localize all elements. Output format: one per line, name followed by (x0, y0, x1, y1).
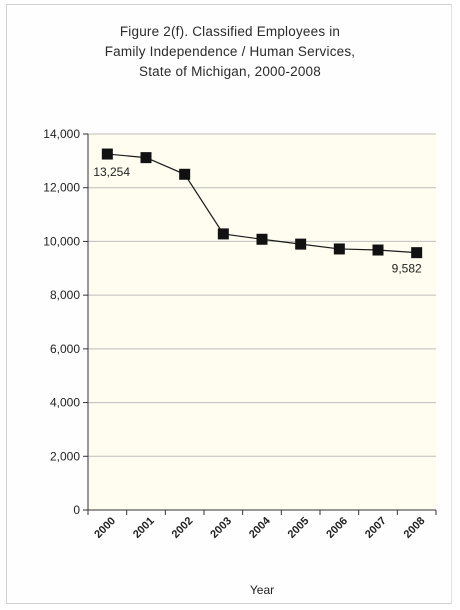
x-tick-label: 2003 (208, 515, 234, 541)
gridlines (87, 133, 436, 511)
y-tick-label: 4,000 (50, 396, 80, 410)
x-axis-ticks: 2000 2001 2002 2003 2004 2005 2006 2007 2008 (87, 510, 437, 541)
x-tick-label: 2001 (131, 515, 157, 541)
y-tick-label: 2,000 (50, 449, 80, 463)
x-tick-label: 2004 (247, 514, 273, 540)
y-axis-ticks: 0 2,000 4,000 6,000 8,000 10,000 12,000 14,000 (43, 127, 88, 517)
y-tick-label: 0 (73, 503, 80, 517)
y-tick-label: 12,000 (43, 181, 80, 195)
data-labels: 13,254 9,582 (93, 165, 422, 276)
y-tick-label: 8,000 (50, 288, 80, 302)
x-tick-label: 2008 (402, 515, 428, 541)
data-point-marker (256, 233, 268, 245)
data-point-marker (295, 238, 307, 250)
chart-title: Figure 2(f). Classified Employees in Fam… (0, 22, 460, 82)
data-label: 13,254 (93, 165, 130, 179)
chart-title-line-2: Family Independence / Human Services, (104, 44, 356, 59)
y-tick-label: 14,000 (43, 127, 80, 141)
chart-title-line-3: State of Michigan, 2000-2008 (139, 64, 321, 79)
data-point-marker (101, 148, 113, 160)
x-tick-label: 2005 (286, 515, 312, 541)
data-point-marker (179, 168, 191, 180)
data-point-marker (411, 247, 423, 259)
data-point-marker (372, 244, 384, 256)
series-layer (101, 148, 423, 259)
data-point-marker (140, 152, 152, 164)
data-point-marker (217, 228, 229, 240)
x-tick-label: 2007 (363, 515, 389, 541)
data-point-marker (333, 243, 345, 255)
y-tick-label: 10,000 (43, 234, 80, 248)
chart-title-line-1: Figure 2(f). Classified Employees in (119, 24, 341, 39)
data-label: 9,582 (392, 262, 422, 276)
x-axis-title: Year (250, 583, 274, 597)
plot-area (88, 134, 436, 510)
x-tick-label: 2006 (324, 515, 350, 541)
x-tick-label: 2002 (170, 515, 196, 541)
x-tick-label: 2000 (92, 515, 118, 541)
y-tick-label: 6,000 (50, 342, 80, 356)
